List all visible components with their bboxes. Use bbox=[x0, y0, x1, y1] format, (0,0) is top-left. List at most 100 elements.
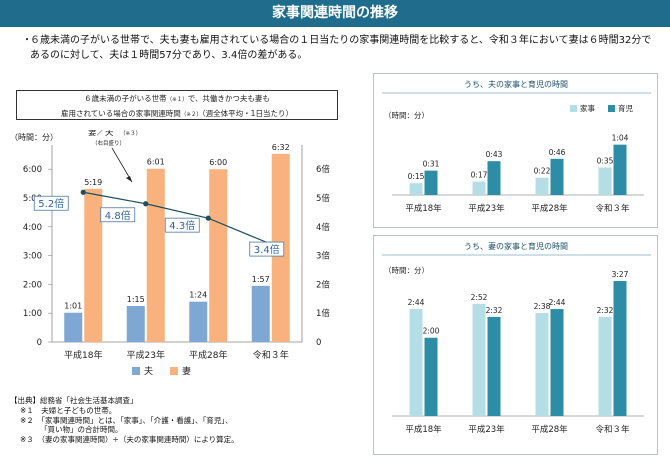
housework-bar-label: 2:32 bbox=[597, 306, 614, 315]
ratio-label-box bbox=[33, 195, 69, 211]
childcare-bar-label: 0:46 bbox=[549, 148, 566, 157]
panel-x-tick-label: 平成23年 bbox=[468, 203, 505, 214]
childcare-bar bbox=[424, 337, 438, 416]
husband-chart: うち、夫の家事と育児の時間 （時間：分） 家事 育児 0:15 0:31 平成18年 0:17… bbox=[382, 79, 651, 214]
note-1: ※１ 夫婦と子どもの世帯。 bbox=[20, 405, 117, 415]
ratio-label: 3.4倍 bbox=[254, 243, 280, 256]
y2-tick-label: 5倍 bbox=[316, 193, 330, 204]
ratio-label-box bbox=[164, 217, 200, 233]
main-chart: 0 1:00 2:00 3:00 4:00 5:00 6:00 0 1倍 2倍 3倍 4倍 5倍 6倍 1:… bbox=[23, 130, 331, 377]
x-tick-label: 平成28年 bbox=[189, 349, 227, 361]
wife-bar bbox=[84, 188, 103, 342]
ratio-point bbox=[80, 189, 86, 195]
page-title: 家事関連時間の推移 bbox=[0, 0, 670, 27]
childcare-bar-label: 2:44 bbox=[549, 298, 566, 307]
y-tick-label: 6:00 bbox=[23, 165, 42, 175]
ratio-label: 5.2倍 bbox=[38, 197, 64, 210]
ratio-label-box bbox=[100, 207, 136, 223]
summary-text: ６歳未満の子がいる世帯で、夫も妻も雇用されている場合の１日当たりの家事関連時間を… bbox=[30, 35, 652, 61]
legend-childcare-label: 育児 bbox=[618, 103, 633, 113]
childcare-bar bbox=[613, 144, 627, 195]
y-tick-label: 2:00 bbox=[23, 280, 42, 290]
panel-x-tick-label: 令和３年 bbox=[595, 424, 630, 435]
legend-wife-swatch bbox=[170, 367, 178, 375]
note-3: ※３ （妻の家事関連時間）÷（夫の家事関連時間）により算定。 bbox=[20, 435, 239, 445]
panel-y-unit: （時間：分） bbox=[384, 266, 429, 275]
desc-line1-a: ６歳未満の子がいる世帯 bbox=[84, 94, 167, 103]
x-tick-label: 平成18年 bbox=[64, 349, 102, 361]
x-tick-label: 平成23年 bbox=[127, 349, 165, 361]
childcare-bar-label: 1:04 bbox=[612, 134, 629, 143]
y-tick-label: 1:00 bbox=[23, 309, 42, 319]
y-tick-label: 5:00 bbox=[23, 194, 42, 204]
panel-title: うち、夫の家事と育児の時間 bbox=[464, 79, 568, 89]
childcare-bar-label: 3:27 bbox=[612, 270, 629, 279]
childcare-bar-label: 0:31 bbox=[423, 160, 440, 169]
childcare-bar-label: 2:00 bbox=[423, 327, 440, 336]
husband-bar bbox=[126, 306, 145, 342]
childcare-bar bbox=[550, 309, 564, 416]
husband-bar bbox=[64, 312, 83, 342]
ratio-point bbox=[205, 215, 211, 221]
desc-line2-a: 雇用されている場合の家事関連時間 bbox=[61, 109, 181, 118]
y2-tick-label: 1倍 bbox=[316, 308, 330, 319]
housework-bar bbox=[598, 167, 612, 195]
husband-panel: うち、夫の家事と育児の時間 （時間：分） 家事 育児 0:15 0:31 平成18年 0:17… bbox=[373, 73, 658, 228]
y2-tick-label: 3倍 bbox=[316, 251, 330, 262]
panel-x-tick-label: 平成18年 bbox=[405, 203, 442, 214]
wife-bar bbox=[146, 168, 165, 342]
main-chart-description: ６歳未満の子がいる世帯（※１）で、共働きかつ夫も妻も 雇用されている場合の家事関… bbox=[16, 90, 338, 120]
desc-line1-note: （※１） bbox=[166, 97, 188, 103]
desc-line2-note: （※２） bbox=[180, 112, 202, 118]
wife-panel: うち、妻の家事と育児の時間 （時間：分） 2:44 2:00 平成18年 2:52 2:32… bbox=[373, 235, 658, 455]
ratio-pointer bbox=[111, 147, 133, 183]
ratio-legend-label: 妻／夫 bbox=[88, 130, 114, 138]
housework-bar bbox=[535, 312, 549, 416]
panel-y-unit: （時間：分） bbox=[384, 111, 429, 120]
ratio-pointer-head bbox=[126, 176, 132, 182]
y2-tick-label: 4倍 bbox=[316, 222, 330, 233]
housework-bar-label: 0:17 bbox=[471, 171, 488, 180]
ratio-legend-sub: （右目盛り） bbox=[92, 139, 125, 147]
legend-wife-label: 妻 bbox=[182, 365, 191, 377]
y-tick-label: 4:00 bbox=[23, 223, 42, 233]
legend-husband-label: 夫 bbox=[144, 365, 153, 377]
ratio-label: 4.3倍 bbox=[169, 219, 195, 232]
childcare-bar bbox=[550, 158, 564, 195]
ratio-label-box bbox=[249, 241, 285, 257]
housework-bar-label: 2:38 bbox=[534, 302, 551, 311]
y2-tick-label: 0 bbox=[316, 338, 321, 348]
panel-x-tick-label: 令和３年 bbox=[595, 203, 630, 214]
husband-bar bbox=[189, 301, 208, 342]
ratio-legend-note: （※３） bbox=[120, 130, 141, 137]
childcare-bar bbox=[424, 170, 438, 195]
source-line: 【出典】総務省「社会生活基本調査」 bbox=[10, 396, 138, 405]
x-tick-label: 令和３年 bbox=[253, 349, 289, 361]
husband-bar bbox=[251, 285, 270, 342]
y-tick-label: 0 bbox=[37, 338, 42, 348]
y2-tick-label: 2倍 bbox=[316, 279, 330, 290]
legend-childcare-swatch bbox=[608, 105, 615, 112]
y2-tick-label: 6倍 bbox=[316, 164, 330, 175]
panel-x-tick-label: 平成28年 bbox=[531, 424, 568, 435]
legend-husband-swatch bbox=[132, 367, 140, 375]
housework-bar bbox=[598, 316, 612, 416]
wife-bar bbox=[209, 169, 228, 342]
wife-chart: うち、妻の家事と育児の時間 （時間：分） 2:44 2:00 平成18年 2:52 2:32… bbox=[382, 241, 651, 435]
desc-line1-b: で、共働きかつ夫も妻も bbox=[187, 94, 270, 103]
legend-housework-label: 家事 bbox=[580, 103, 595, 113]
housework-bar bbox=[409, 309, 423, 416]
main-y-unit: （時間：分） bbox=[10, 133, 58, 142]
housework-bar-label: 0:22 bbox=[534, 167, 551, 176]
wife-bar-label: 6:32 bbox=[272, 143, 290, 152]
note-2a: ※２ 「家事関連時間」とは、「家事」、「介護・看護」、「育児」、 bbox=[20, 415, 233, 425]
panel-x-tick-label: 平成23年 bbox=[468, 424, 505, 435]
source-notes: 【出典】総務省「社会生活基本調査」 ※１ 夫婦と子どもの世帯。 ※２ 「家事関連… bbox=[10, 396, 370, 445]
ratio-line bbox=[83, 191, 271, 245]
y-tick-label: 3:00 bbox=[23, 252, 42, 262]
childcare-bar-label: 0:43 bbox=[486, 150, 503, 159]
panel-title: うち、妻の家事と育児の時間 bbox=[464, 241, 568, 251]
wife-bar-label: 6:01 bbox=[147, 158, 165, 167]
childcare-bar bbox=[613, 281, 627, 416]
panel-x-tick-label: 平成28年 bbox=[531, 203, 568, 214]
